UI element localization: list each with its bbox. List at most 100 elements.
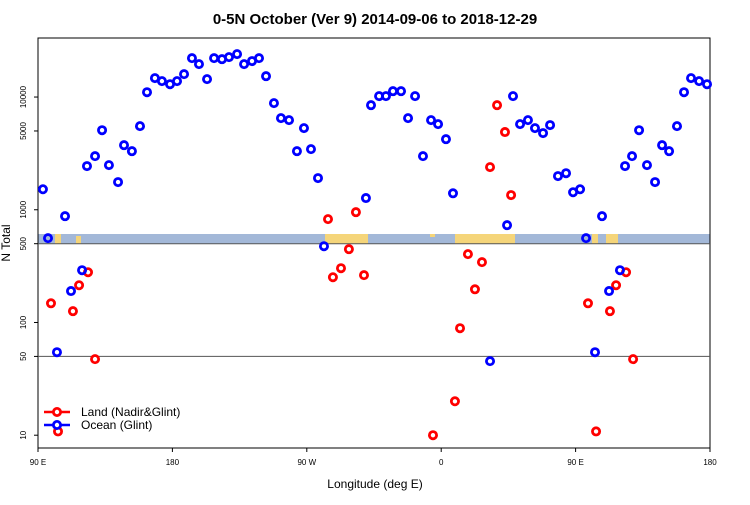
- y-tick-label: 100: [19, 315, 28, 329]
- point: [492, 100, 503, 111]
- point: [172, 76, 183, 87]
- point: [417, 151, 428, 162]
- point: [318, 241, 329, 252]
- point: [506, 190, 517, 201]
- point: [627, 151, 638, 162]
- point: [323, 214, 334, 225]
- y-axis-label: N Total: [0, 224, 13, 261]
- x-tick-label: 90 W: [297, 458, 316, 467]
- point: [358, 270, 369, 281]
- point: [671, 121, 682, 132]
- point: [529, 123, 540, 134]
- point: [232, 49, 243, 60]
- point: [74, 280, 85, 291]
- point: [694, 76, 705, 87]
- point: [581, 233, 592, 244]
- y-tick-label: 500: [19, 236, 28, 250]
- x-tick-label: 0: [439, 458, 444, 467]
- point: [223, 52, 234, 63]
- point: [291, 146, 302, 157]
- point: [239, 59, 250, 70]
- point: [427, 430, 438, 441]
- point: [485, 162, 496, 173]
- point: [575, 184, 586, 195]
- point: [268, 98, 279, 109]
- point: [97, 125, 108, 136]
- point: [641, 160, 652, 171]
- point: [134, 121, 145, 132]
- point: [254, 53, 265, 64]
- point: [77, 265, 88, 276]
- point: [462, 249, 473, 260]
- point: [327, 272, 338, 283]
- point: [469, 284, 480, 295]
- point: [387, 86, 398, 97]
- plot-frame: [37, 37, 711, 449]
- point: [614, 265, 625, 276]
- point: [604, 286, 615, 297]
- point: [45, 298, 56, 309]
- y-tick-label: 10000: [19, 85, 28, 108]
- point: [403, 113, 414, 124]
- point: [650, 177, 661, 188]
- point: [433, 119, 444, 130]
- point: [67, 306, 78, 317]
- point: [43, 233, 54, 244]
- point: [440, 134, 451, 145]
- point: [508, 91, 519, 102]
- point: [202, 74, 213, 85]
- point: [305, 144, 316, 155]
- point: [522, 115, 533, 126]
- point: [611, 280, 622, 291]
- point: [90, 354, 101, 365]
- point: [515, 119, 526, 130]
- point: [552, 171, 563, 182]
- x-tick-label: 180: [703, 458, 717, 467]
- y-tick-label: 1000: [19, 200, 28, 218]
- point: [538, 128, 549, 139]
- point: [476, 257, 487, 268]
- point: [284, 115, 295, 126]
- point: [561, 168, 572, 179]
- point: [664, 146, 675, 157]
- point: [66, 286, 77, 297]
- point: [597, 211, 608, 222]
- point: [582, 298, 593, 309]
- point: [275, 113, 286, 124]
- point: [679, 87, 690, 98]
- point: [590, 347, 601, 358]
- point: [126, 146, 137, 157]
- point: [335, 263, 346, 274]
- point: [702, 79, 713, 90]
- point: [591, 426, 602, 437]
- point: [686, 73, 697, 84]
- point: [499, 127, 510, 138]
- point: [366, 100, 377, 111]
- point: [620, 161, 631, 172]
- x-axis-label: Longitude (deg E): [327, 477, 422, 491]
- point: [186, 53, 197, 64]
- point: [455, 323, 466, 334]
- point: [90, 151, 101, 162]
- point: [343, 244, 354, 255]
- y-tick-label: 5000: [19, 122, 28, 140]
- point: [396, 86, 407, 97]
- point: [81, 161, 92, 172]
- point: [156, 76, 167, 87]
- point: [545, 120, 556, 131]
- point: [485, 356, 496, 367]
- point: [628, 354, 639, 365]
- point: [119, 140, 130, 151]
- point: [142, 87, 153, 98]
- point: [261, 71, 272, 82]
- point: [449, 396, 460, 407]
- legend-label: Ocean (Glint): [81, 418, 152, 432]
- point: [51, 347, 62, 358]
- legend-marker: [52, 419, 63, 430]
- point: [410, 91, 421, 102]
- legend-marker: [52, 406, 63, 417]
- point: [209, 53, 220, 64]
- point: [350, 207, 361, 218]
- x-tick-label: 90 E: [567, 458, 583, 467]
